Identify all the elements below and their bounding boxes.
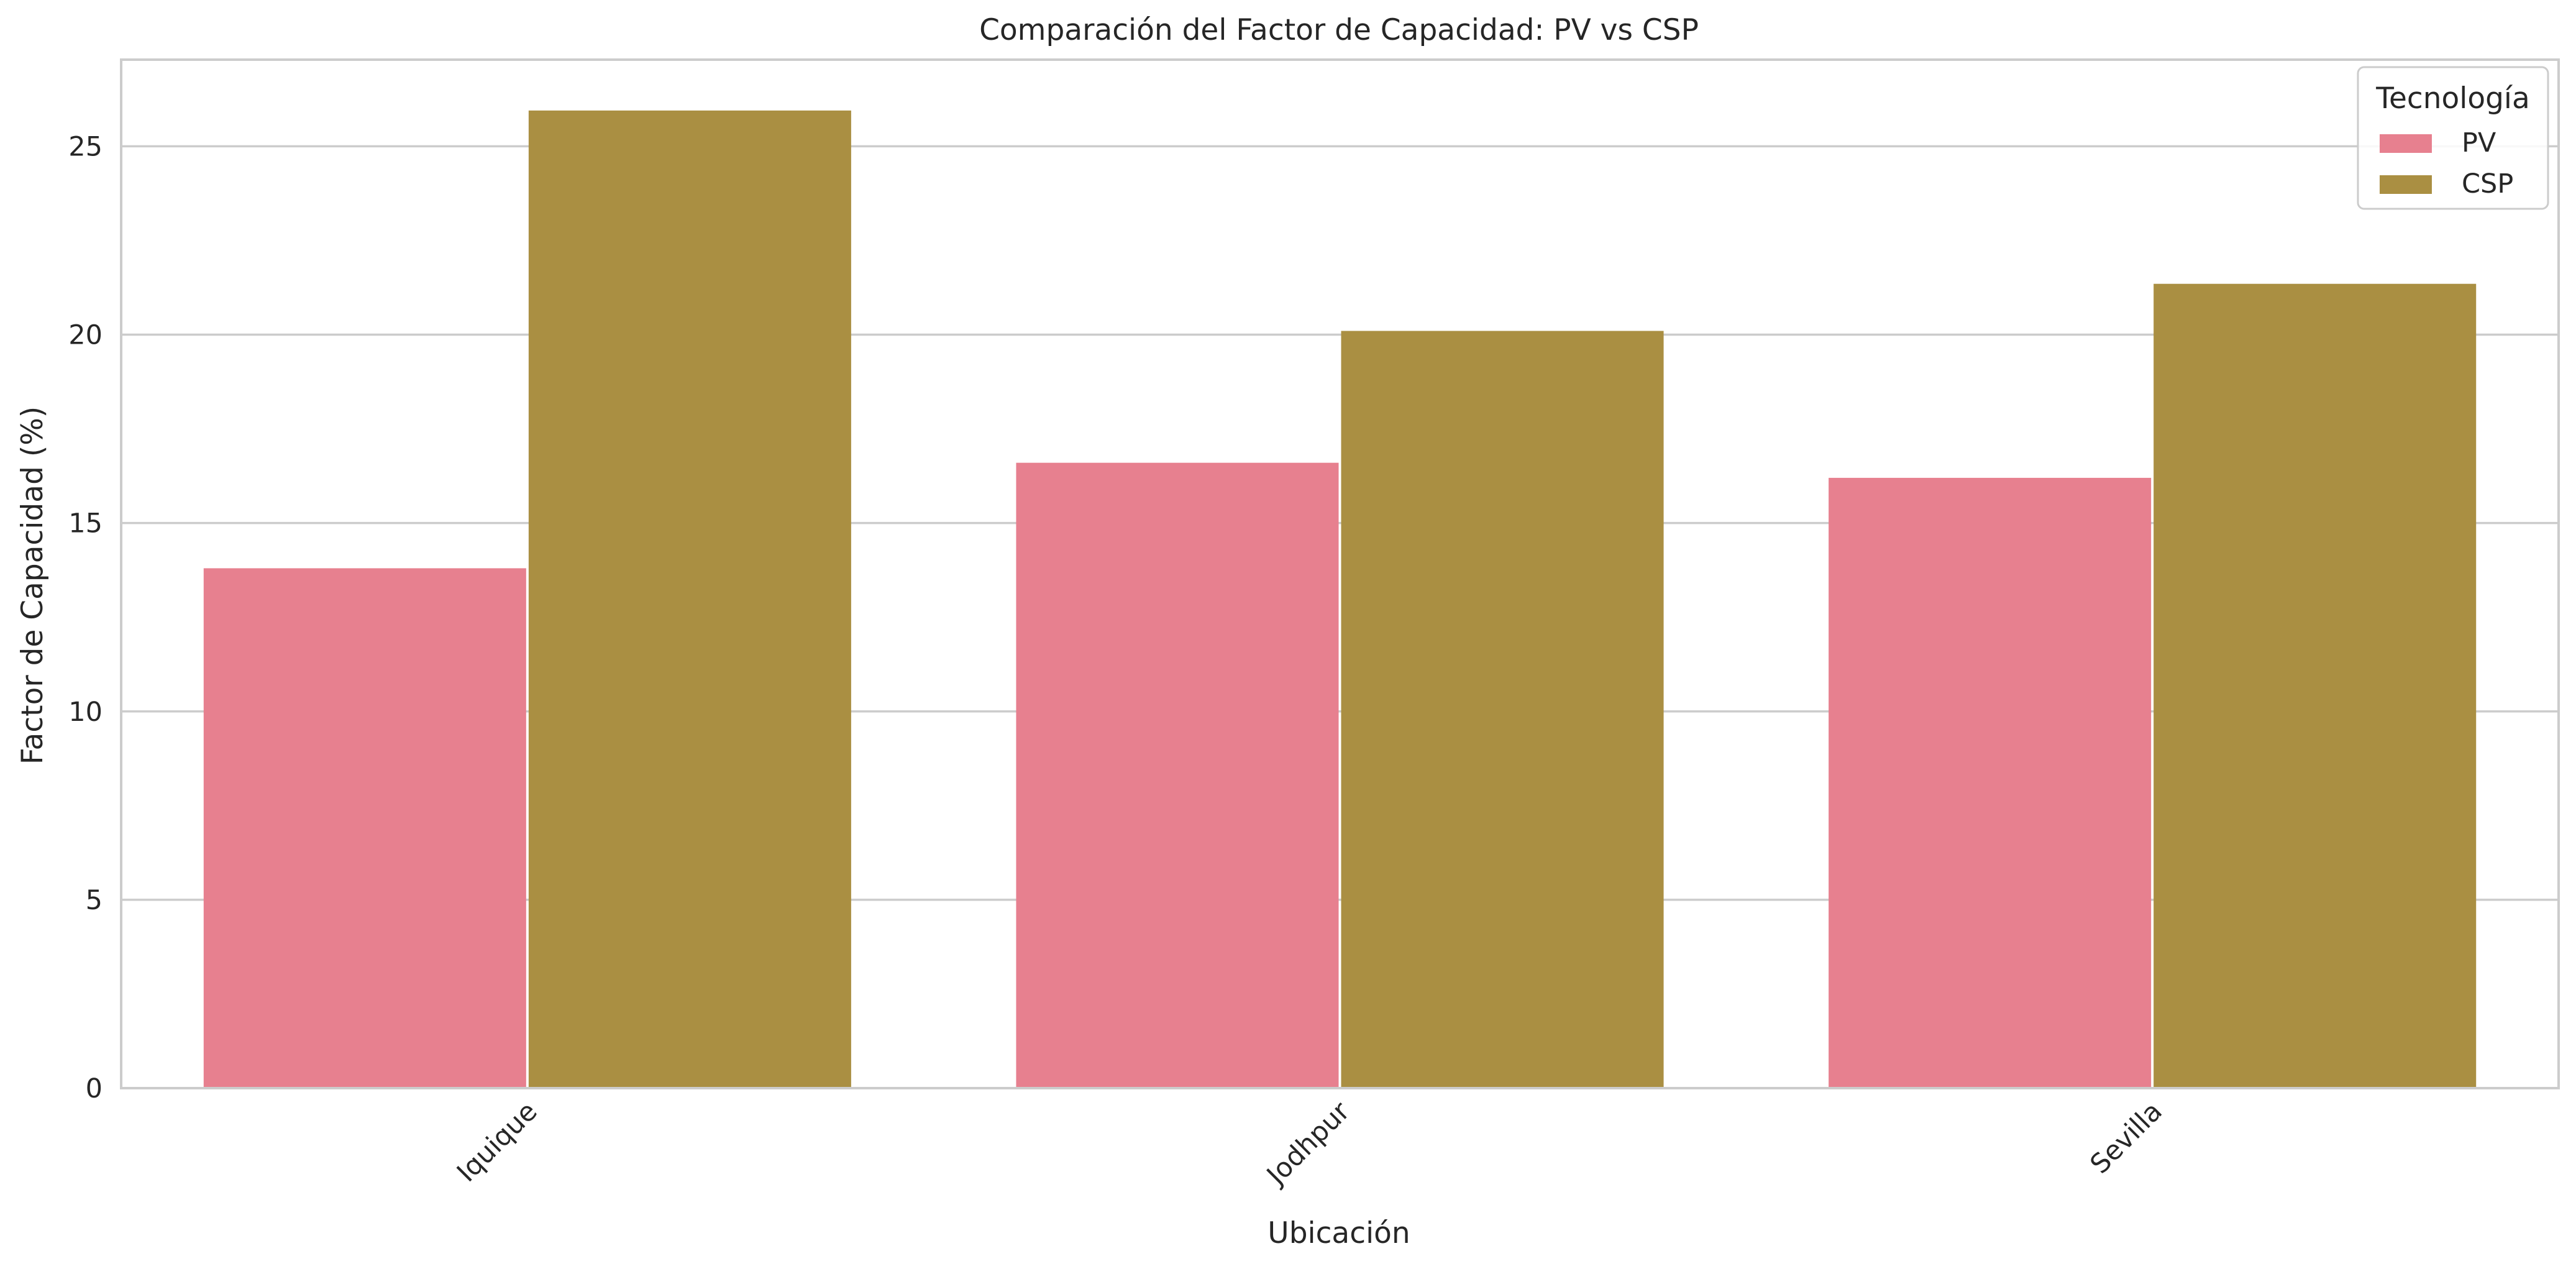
bars [203,110,2477,1089]
bar-csp-jodhpur [1341,331,1664,1088]
bar-pv-iquique [203,568,526,1088]
legend-box [2357,66,2549,210]
legend-swatch-csp [2380,175,2432,194]
y-tick-label: 5 [86,885,103,916]
bar-csp-iquique [528,110,851,1088]
y-tick-label: 20 [68,320,103,351]
chart-title: Comparación del Factor de Capacidad: PV … [979,13,1699,47]
y-tick-label: 0 [86,1073,103,1104]
legend-swatch-pv [2380,134,2432,153]
y-axis-ticks: 0 5 10 15 20 25 [68,131,103,1104]
y-tick-label: 10 [68,697,103,728]
y-axis-label: Factor de Capacidad (%) [16,406,50,764]
legend-label-csp: CSP [2462,168,2513,199]
legend: Tecnología PV CSP [2357,66,2549,210]
bar-csp-sevilla [2154,283,2477,1089]
y-tick-label: 15 [68,508,103,539]
x-axis-label: Ubicación [1267,1216,1410,1250]
legend-label-pv: PV [2462,127,2496,158]
legend-title: Tecnología [2375,81,2530,116]
y-tick-label: 25 [68,131,103,162]
bar-pv-sevilla [1829,477,2152,1088]
plot-area-frame [120,58,2560,1089]
bar-pv-jodhpur [1016,462,1339,1088]
